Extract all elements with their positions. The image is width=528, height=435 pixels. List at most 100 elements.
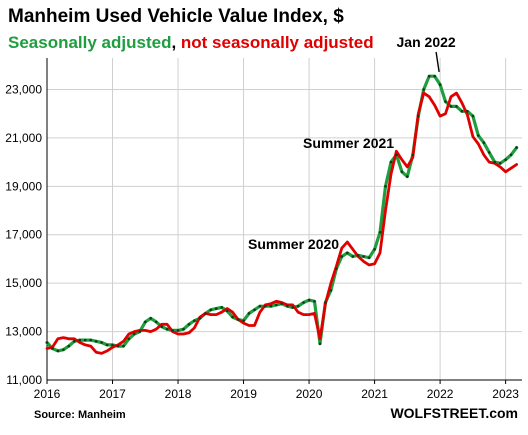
data-point: [455, 105, 458, 108]
data-point: [318, 342, 322, 346]
data-point: [204, 312, 207, 315]
data-point: [329, 289, 333, 292]
x-tick-label: 2018: [165, 387, 192, 401]
gridlines: [46, 58, 522, 381]
data-point: [51, 347, 54, 350]
data-point: [444, 100, 447, 103]
data-point: [105, 343, 109, 347]
series-line-not-seasonally-adjusted: [45, 91, 518, 355]
data-point: [236, 318, 240, 321]
data-point: [460, 110, 464, 113]
data-point: [83, 338, 87, 342]
data-point: [351, 255, 355, 258]
data-point: [193, 319, 196, 323]
subtitle-seasonally-adjusted: Seasonally adjusted: [8, 33, 171, 52]
data-point: [291, 306, 295, 309]
data-point: [400, 170, 404, 174]
data-point: [340, 255, 344, 258]
chart-title: Manheim Used Vehicle Value Index, $: [8, 6, 344, 27]
x-tick-label: 2022: [427, 387, 454, 401]
data-point: [144, 320, 147, 324]
data-point: [247, 312, 251, 315]
data-point: [515, 146, 518, 149]
data-point: [422, 88, 426, 91]
source-note: Source: Manheim: [34, 409, 126, 421]
data-point: [111, 343, 114, 347]
series-lines: [45, 74, 519, 355]
data-point: [438, 83, 442, 86]
y-tick-label: 13,000: [5, 325, 42, 339]
data-point: [477, 134, 480, 137]
data-point: [449, 105, 453, 108]
annotation-jan-2022: Jan 2022: [397, 34, 456, 50]
data-point: [296, 304, 300, 308]
subtitle-not-seasonally-adjusted: not seasonally adjusted: [181, 33, 374, 52]
data-point: [389, 160, 393, 164]
x-tick-label: 2023: [492, 387, 519, 401]
annotation-summer-2020: Summer 2020: [248, 236, 339, 252]
data-point: [487, 151, 491, 154]
subtitle-separator: ,: [171, 33, 180, 52]
y-tick-label: 15,000: [5, 276, 42, 290]
data-point: [62, 348, 65, 352]
data-point: [78, 338, 82, 342]
x-tick-label: 2021: [361, 387, 388, 401]
annotation-summer-2021: Summer 2021: [303, 135, 394, 151]
data-point: [384, 185, 387, 188]
data-point: [302, 301, 305, 304]
data-point: [182, 327, 185, 331]
data-point: [176, 329, 180, 332]
data-point: [231, 315, 234, 319]
data-point: [198, 317, 202, 320]
data-point: [417, 114, 420, 118]
data-point: [504, 158, 507, 161]
brand-label: WOLFSTREET.com: [390, 405, 518, 421]
data-point: [116, 344, 120, 348]
data-point: [356, 254, 360, 257]
data-point: [264, 304, 267, 308]
data-point: [122, 344, 125, 348]
data-point: [138, 330, 142, 333]
data-point: [307, 298, 311, 302]
data-point: [242, 319, 245, 323]
data-point: [209, 308, 213, 312]
data-point: [482, 141, 486, 144]
chart-subtitle: Seasonally adjusted, not seasonally adju…: [8, 33, 374, 52]
data-point: [214, 307, 218, 310]
data-point: [367, 256, 371, 260]
data-point: [133, 332, 136, 336]
data-point: [378, 231, 382, 234]
data-point: [498, 162, 502, 165]
data-point: [275, 303, 278, 307]
data-point: [258, 304, 262, 308]
data-point: [395, 153, 398, 157]
data-point: [154, 320, 158, 324]
data-point: [171, 329, 174, 332]
data-point: [373, 248, 376, 251]
data-point: [100, 341, 103, 344]
y-axis: 11,000 13,000 15,000 17,000 19,000 21,000 23,0…: [5, 58, 48, 387]
data-point: [94, 340, 98, 343]
x-tick-label: 2020: [296, 387, 323, 401]
data-point: [427, 74, 431, 78]
data-point: [362, 255, 365, 258]
y-tick-label: 17,000: [5, 228, 42, 242]
y-tick-label: 11,000: [6, 373, 42, 387]
data-point: [324, 301, 327, 304]
data-point: [471, 114, 475, 118]
series-points: [45, 74, 518, 353]
data-point: [313, 300, 316, 303]
y-tick-label: 21,000: [5, 131, 42, 145]
data-point: [89, 338, 92, 342]
data-point: [280, 302, 284, 306]
data-point: [225, 309, 229, 313]
x-tick-label: 2019: [230, 387, 257, 401]
x-axis: 2016 2017 2018 2019 2020 2021 2022 2023: [34, 379, 522, 401]
data-point: [269, 304, 273, 308]
annotations: Jan 2022 Summer 2021 Summer 2020: [248, 34, 456, 252]
data-point: [149, 317, 152, 320]
data-point: [165, 327, 169, 331]
data-point: [127, 337, 131, 341]
data-point: [509, 153, 513, 157]
